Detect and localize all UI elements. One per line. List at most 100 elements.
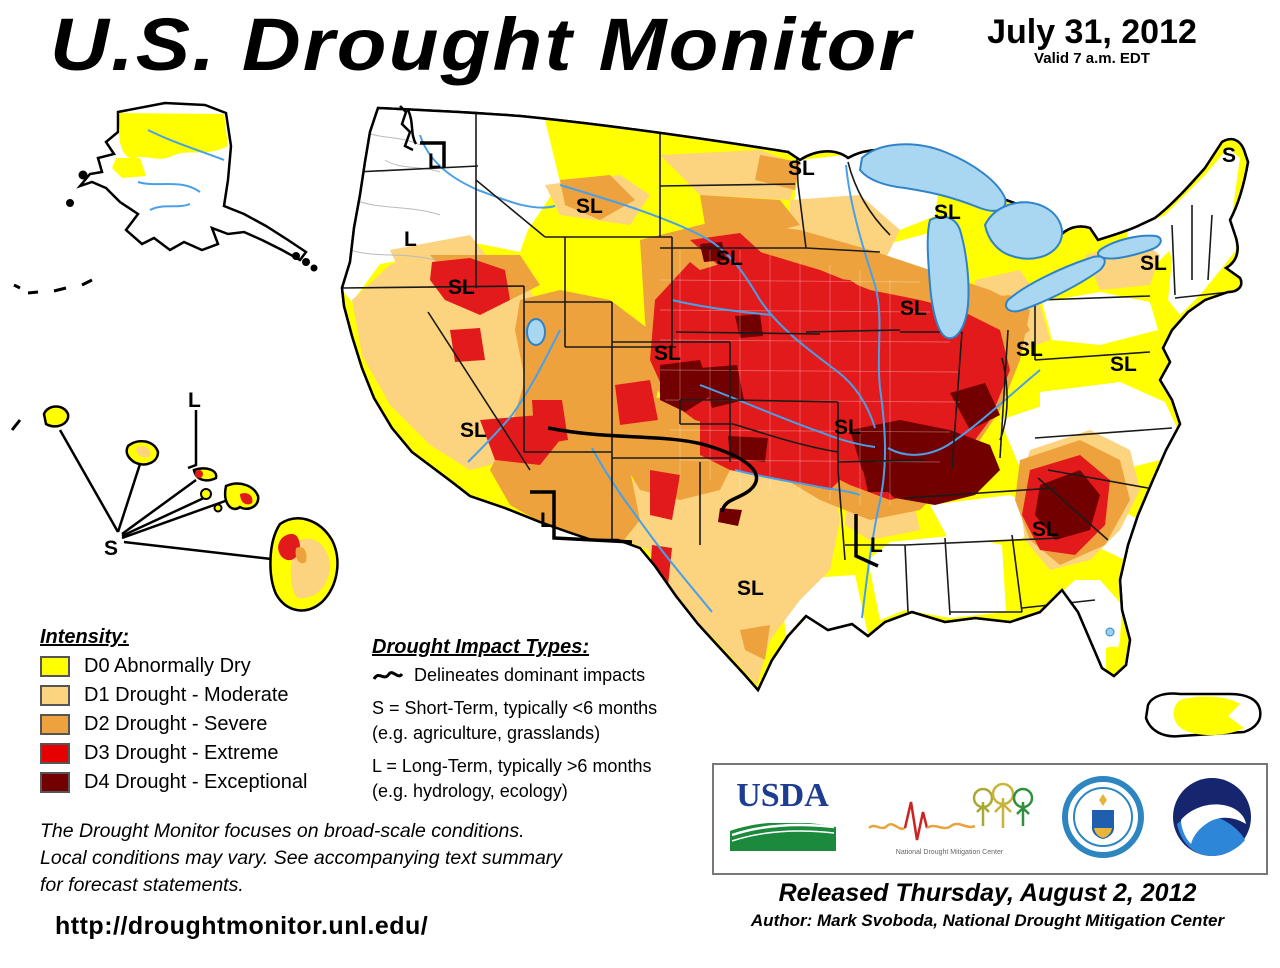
oahu-d1: [136, 446, 151, 458]
ndmc-trees: [972, 782, 1033, 828]
alaska-inset: [13, 101, 318, 295]
maui-d3: [240, 493, 253, 505]
impact-label-minnesota: SL: [788, 157, 815, 180]
impact-delineates-row: Delineates dominant impacts: [372, 665, 702, 686]
legend-item-d3: D3 Drought - Extreme: [40, 742, 307, 765]
legend-label-d1: D1 Drought - Moderate: [84, 684, 289, 706]
impact-label-louisiana: L: [870, 534, 883, 557]
impact-label-ohio: SL: [1016, 338, 1043, 361]
commerce-seal: [1061, 775, 1144, 863]
usda-logo: USDA: [728, 776, 838, 858]
legend-swatch-d4: [40, 772, 70, 793]
impact-label-upper-michigan: SL: [934, 201, 961, 224]
legend-item-d4: D4 Drought - Exceptional: [40, 771, 307, 794]
legend-swatch-d3: [40, 743, 70, 764]
legend-item-d1: D1 Drought - Moderate: [40, 684, 307, 707]
impact-label-hawaii-l: L: [188, 389, 201, 412]
page-title: U.S. Drought Monitor: [50, 3, 913, 86]
impact-long-term: L = Long-Term, typically >6 months: [372, 756, 652, 776]
county-lines-west: [349, 129, 441, 261]
release-info: Released Thursday, August 2, 2012 Author…: [700, 879, 1275, 931]
impact-label-missouri-arkansas: SL: [834, 416, 861, 439]
ndmc-label: National Drought Mitigation Center: [895, 849, 1004, 856]
impact-short-term: S = Short-Term, typically <6 months: [372, 698, 658, 718]
commerce-seal-graphic: [1061, 775, 1144, 858]
impact-types-heading: Drought Impact Types:: [372, 636, 590, 658]
puget-sound: [399, 105, 418, 152]
aleutian-islands: [13, 170, 318, 295]
lake-huron: [983, 201, 1063, 260]
impact-label-oregon-nevada: SL: [448, 276, 475, 299]
legend-swatch-d2: [40, 714, 70, 735]
impact-labels: L L SL SL SL SL SL SL SL SL SL SL SL SL …: [104, 144, 1236, 600]
molokai-d3: [195, 470, 203, 478]
alaska-rivers: [137, 129, 225, 211]
intensity-legend: Intensity: D0 Abnormally Dry D1 Drought …: [40, 626, 307, 800]
legend-label-d3: D3 Drought - Extreme: [84, 742, 279, 764]
impact-label-nebraska: SL: [654, 342, 681, 365]
map-valid-time: Valid 7 a.m. EDT: [1034, 50, 1150, 67]
legend-item-d0: D0 Abnormally Dry: [40, 655, 307, 678]
impact-label-georgia: SL: [1032, 518, 1059, 541]
rivers: [419, 134, 1041, 619]
lake-ontario: [1096, 234, 1162, 260]
lake-erie: [1004, 255, 1106, 313]
kahoolawe: [213, 503, 223, 513]
disclaimer-line2: Local conditions may vary. See accompany…: [40, 847, 563, 869]
us-outline-stroke: [340, 106, 1250, 693]
impact-delineation-lines: [420, 141, 879, 568]
impact-delineates-text: Delineates dominant impacts: [414, 665, 646, 685]
lake-okeechobee: [1105, 627, 1115, 637]
impact-label-hawaii-hub: S: [104, 537, 118, 560]
disclaimer-line3: for forecast statements.: [40, 874, 244, 896]
legend-item-d2: D2 Drought - Severe: [40, 713, 307, 736]
legend-label-d4: D4 Drought - Exceptional: [84, 771, 308, 793]
released-date: Released Thursday, August 2, 2012: [778, 879, 1197, 907]
disclaimer-line1: The Drought Monitor focuses on broad-sca…: [40, 820, 525, 842]
ndmc-graphic: [867, 782, 1033, 841]
legend-swatch-d1: [40, 685, 70, 706]
impact-long-term-eg: (e.g. hydrology, ecology): [372, 781, 568, 801]
legend-heading: Intensity:: [40, 626, 129, 648]
big-island-d3: [278, 533, 300, 561]
impact-label-virginia: SL: [1110, 353, 1137, 376]
author-line: Author: Mark Svoboda, National Drought M…: [750, 911, 1225, 930]
puerto-rico-inset: [1144, 692, 1262, 738]
map-date-block: July 31, 2012 Valid 7 a.m. EDT: [952, 14, 1232, 68]
agency-logo-box: USDA National Drought Mitigation: [712, 763, 1268, 875]
impact-types-panel: Drought Impact Types: Delineates dominan…: [372, 636, 702, 806]
big-island-d2: [295, 546, 307, 564]
ndmc-logo: National Drought Mitigation Center: [865, 782, 1035, 856]
niihau: [10, 419, 22, 431]
impact-label-montana: SL: [576, 195, 603, 218]
impact-label-texas: SL: [737, 577, 764, 600]
impact-label-oregon: L: [404, 228, 417, 251]
hawaii-pointer-lines: [58, 410, 281, 562]
noaa-logo: [1171, 776, 1253, 863]
disclaimer: The Drought Monitor focuses on broad-sca…: [40, 818, 562, 899]
map-date: July 31, 2012: [987, 13, 1197, 51]
great-salt-lake: [526, 318, 546, 346]
impact-label-new-york: SL: [1140, 252, 1167, 275]
lake-michigan: [926, 215, 970, 340]
legend-label-d2: D2 Drought - Severe: [84, 713, 268, 735]
alaska-d0: [119, 113, 228, 159]
puerto-rico-d0: [1173, 696, 1244, 736]
squiggle-line-icon: [372, 670, 404, 680]
great-lakes: [526, 143, 1162, 346]
legend-swatch-d0: [40, 656, 70, 677]
impact-label-south-dakota: SL: [716, 247, 743, 270]
legend-label-d0: D0 Abnormally Dry: [84, 655, 251, 677]
hawaii-inset: [10, 405, 339, 612]
impact-label-washington: L: [428, 150, 441, 173]
usda-wordmark: USDA: [736, 776, 829, 814]
impact-label-nevada: SL: [460, 419, 487, 442]
lanai: [200, 488, 212, 500]
state-borders: [342, 108, 1231, 616]
impact-label-wisconsin-iowa: SL: [900, 297, 927, 320]
alaska-d0-lobe: [112, 158, 146, 178]
drought-shading: [342, 108, 1248, 690]
drought-monitor-url[interactable]: http://droughtmonitor.unl.edu/: [55, 912, 429, 940]
kauai: [42, 405, 70, 428]
